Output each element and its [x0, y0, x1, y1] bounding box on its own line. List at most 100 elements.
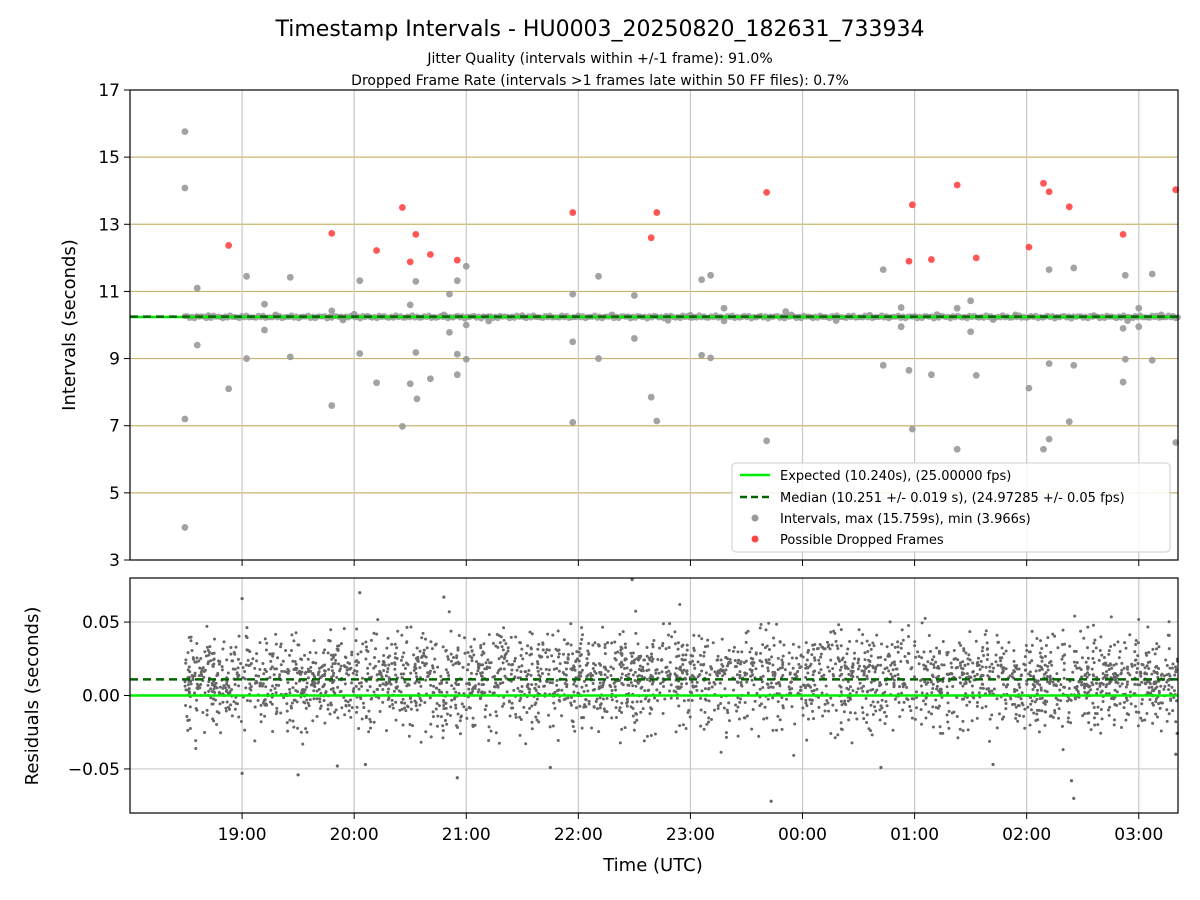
residual-point [295, 700, 299, 704]
residual-point [655, 688, 659, 692]
residual-point [274, 642, 278, 646]
residual-point [875, 633, 879, 637]
residual-point [579, 642, 583, 646]
residual-point [312, 697, 316, 701]
residual-point [450, 684, 454, 688]
residual-point [352, 687, 356, 691]
residual-point [621, 663, 625, 667]
residual-point [842, 701, 846, 705]
residual-point [323, 663, 327, 667]
residual-point [401, 663, 405, 667]
residual-point [631, 684, 635, 688]
residuals-y-axis-label: Residuals (seconds) [22, 607, 43, 786]
residual-point [980, 682, 984, 686]
residual-point [308, 651, 312, 655]
residual-point [905, 659, 909, 663]
residual-point [631, 651, 635, 655]
residual-point [818, 662, 822, 666]
residual-point [244, 663, 248, 667]
residual-point [805, 704, 809, 708]
residual-point [312, 674, 316, 678]
residual-point [873, 705, 877, 709]
residual-point [639, 710, 643, 714]
residual-point [733, 665, 737, 669]
residual-point [910, 697, 914, 701]
residual-point [561, 652, 565, 656]
residual-point [670, 635, 674, 639]
residual-point [535, 697, 539, 701]
residual-point [610, 716, 614, 720]
residual-point [1085, 691, 1089, 695]
residual-point [1032, 711, 1036, 715]
residual-point [385, 682, 389, 686]
residual-point [304, 727, 308, 731]
residual-point [1134, 710, 1138, 714]
residual-point [763, 646, 767, 650]
residual-point [1026, 705, 1030, 709]
residual-point [569, 643, 573, 647]
residual-point [760, 664, 764, 668]
residual-point [1043, 723, 1047, 727]
residual-point [429, 722, 433, 726]
residual-point [326, 651, 330, 655]
residual-point [861, 633, 865, 637]
residual-point [480, 653, 484, 657]
residual-point [491, 641, 495, 645]
residual-point [862, 669, 866, 673]
residual-point [299, 657, 303, 661]
residual-point [887, 669, 891, 673]
residual-point [837, 623, 841, 627]
residual-point [675, 655, 679, 659]
residual-point [586, 689, 590, 693]
residual-point [847, 718, 851, 722]
residual-point [1140, 680, 1144, 684]
residual-point [1112, 723, 1116, 727]
residual-point [691, 659, 695, 663]
dropped-frame-point [569, 209, 577, 216]
residual-point [569, 622, 573, 626]
residual-point [716, 654, 720, 658]
residual-point [246, 658, 250, 662]
residual-point [395, 686, 399, 690]
residual-point [574, 684, 578, 688]
residual-point [699, 696, 703, 700]
residual-point [678, 724, 682, 728]
residual-point [424, 637, 428, 641]
residual-point [677, 654, 681, 658]
residual-point [334, 658, 338, 662]
residual-point [188, 705, 192, 709]
residual-point [587, 652, 591, 656]
residual-point [479, 646, 483, 650]
residual-point [1099, 690, 1103, 694]
residual-point [860, 706, 864, 710]
residual-point [470, 656, 474, 660]
residual-point [439, 674, 443, 678]
residual-point [488, 690, 492, 694]
dropped-frame-point [653, 209, 661, 216]
residual-point [375, 673, 379, 677]
residual-point [1082, 682, 1086, 686]
residual-point [386, 690, 390, 694]
residual-point [1107, 667, 1111, 671]
residual-point [350, 681, 354, 685]
residual-point [432, 691, 436, 695]
residual-point [482, 642, 486, 646]
residual-point [406, 705, 410, 709]
residual-point [1125, 712, 1129, 716]
interval-point [908, 425, 916, 433]
residual-point [851, 662, 855, 666]
interval-point [967, 297, 975, 305]
residual-point [434, 707, 438, 711]
residual-point [1013, 702, 1017, 706]
residual-point [415, 675, 419, 679]
residual-point [753, 699, 757, 703]
residual-point [442, 703, 446, 707]
residual-point [1145, 672, 1149, 676]
residual-point [1102, 655, 1106, 659]
residual-point [848, 639, 852, 643]
residual-point [738, 670, 742, 674]
residual-point [1134, 643, 1138, 647]
residual-point [876, 656, 880, 660]
residual-point [292, 725, 296, 729]
dropped-frame-point [406, 258, 414, 266]
